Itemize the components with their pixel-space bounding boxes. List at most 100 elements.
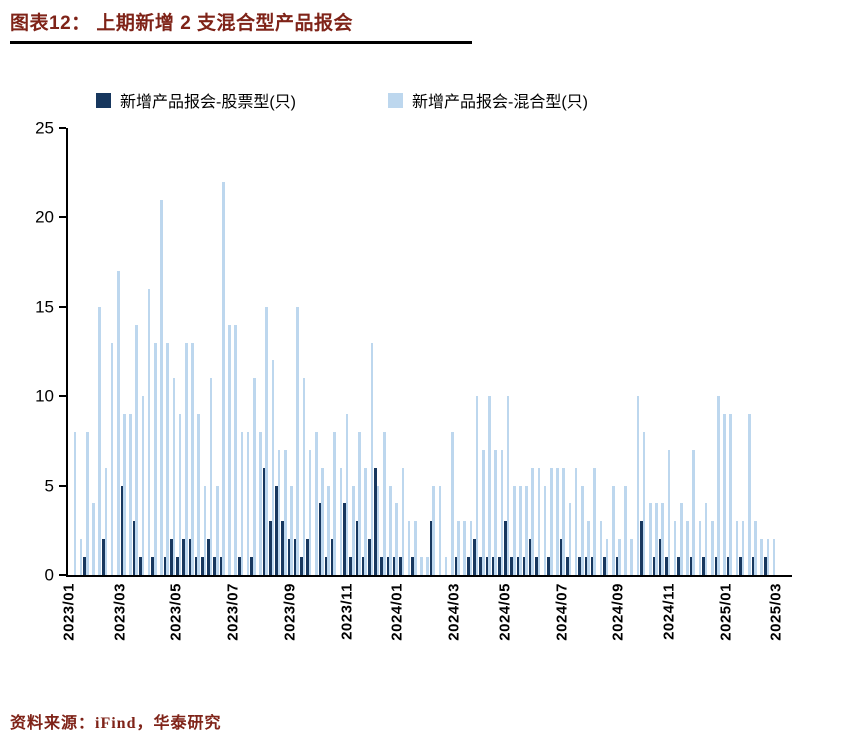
bar-group [114,128,120,575]
bar-group [677,128,683,575]
bar-hybrid [339,467,343,575]
bar-group [281,128,287,575]
bar-equity [287,539,291,575]
bar-equity [652,557,656,575]
bar-equity [163,557,167,575]
bar-hybrid [265,306,268,575]
bar-hybrid [587,521,590,575]
bar-equity [764,557,767,575]
bar-group [590,128,596,575]
bar-hybrid [512,485,516,575]
bar-group [293,128,299,575]
bar-group [77,128,83,575]
bar-equity [349,557,353,575]
bar-hybrid [215,485,219,575]
bar-group [597,128,603,575]
bar-hybrid [203,485,207,575]
bar-group [287,128,293,575]
bar-hybrid [710,521,714,575]
bar-hybrid [475,396,479,575]
figure-title: 图表12： 上期新增 2 支混合型产品报会 [10,13,354,34]
bar-equity [182,539,185,575]
bar-group [622,128,627,575]
bar-hybrid [562,467,565,575]
bar-hybrid [154,342,157,575]
bar-group [244,128,250,575]
bar-hybrid [686,521,689,575]
bar-equity [120,485,124,575]
bar-hybrid [661,503,664,575]
bar-group [151,128,157,575]
bar-group [510,128,516,575]
y-tick-label: 5 [44,476,54,496]
bar-group [318,128,324,575]
bar-equity [590,557,594,575]
bar-equity [275,485,278,575]
bar-group [424,128,429,575]
bar-equity [751,557,755,575]
bar-equity [739,557,742,575]
bar-hybrid [413,521,417,575]
y-tick-label: 0 [44,565,54,585]
bar-equity [677,557,680,575]
bar-equity [658,539,662,575]
bar-group [411,128,417,575]
bar-group [628,128,634,575]
bar-group [312,128,318,575]
bar-group [337,128,343,575]
bar-hybrid [766,539,770,575]
bar-hybrid [376,485,380,575]
bar-hybrid [79,539,83,575]
bar-group [726,128,733,575]
bar-group [516,128,522,575]
bar-hybrid [147,288,151,575]
bar-hybrid [290,485,293,575]
x-tick-label: 2025/03 [767,583,785,641]
bar-equity [411,557,414,575]
bar-hybrid [481,449,485,575]
bar-equity [584,557,588,575]
bar-group [646,128,652,575]
bar-hybrid [729,414,733,575]
bar-hybrid [271,360,275,575]
bar-group [418,128,423,575]
bar-hybrid [234,324,238,575]
bar-hybrid [321,467,324,575]
bar-hybrid [327,485,330,575]
bar-group [269,128,275,575]
bar-hybrid [197,414,200,575]
figure-title-block: 图表12： 上期新增 2 支混合型产品报会 [10,8,472,44]
x-axis-labels: 2023/01 2023/03 2023/05 2023/07 2023/09 2023/… [61,583,792,675]
bar-group [436,128,442,575]
bar-hybrid [649,503,652,575]
bar-equity [176,557,179,575]
bar-group [758,128,763,575]
bar-group [250,128,256,575]
bar-group [101,128,108,575]
bar-equity [702,557,705,575]
bar-group [120,128,126,575]
bar-group [566,128,572,575]
bar-group [207,128,213,575]
bar-group [429,128,436,575]
x-tick-label: 2025/01 [717,583,735,641]
x-tick-label: 2023/07 [224,583,242,641]
bar-hybrid [451,431,454,575]
bar-group [232,128,238,575]
bar-equity [510,557,513,575]
bar-equity [306,539,309,575]
bar-equity [324,557,328,575]
bar-group [405,128,411,575]
bar-group [349,128,355,575]
bar-hybrid [636,396,640,575]
bar-group [572,128,578,575]
bar-equity [429,521,433,575]
bar-group [90,128,95,575]
bar-equity [132,521,136,575]
bar-equity [485,557,489,575]
bar-equity [603,557,606,575]
bar-equity [101,539,105,575]
bar-hybrid [184,342,188,575]
bar-hybrid [673,521,677,575]
bar-hybrid [172,378,176,575]
